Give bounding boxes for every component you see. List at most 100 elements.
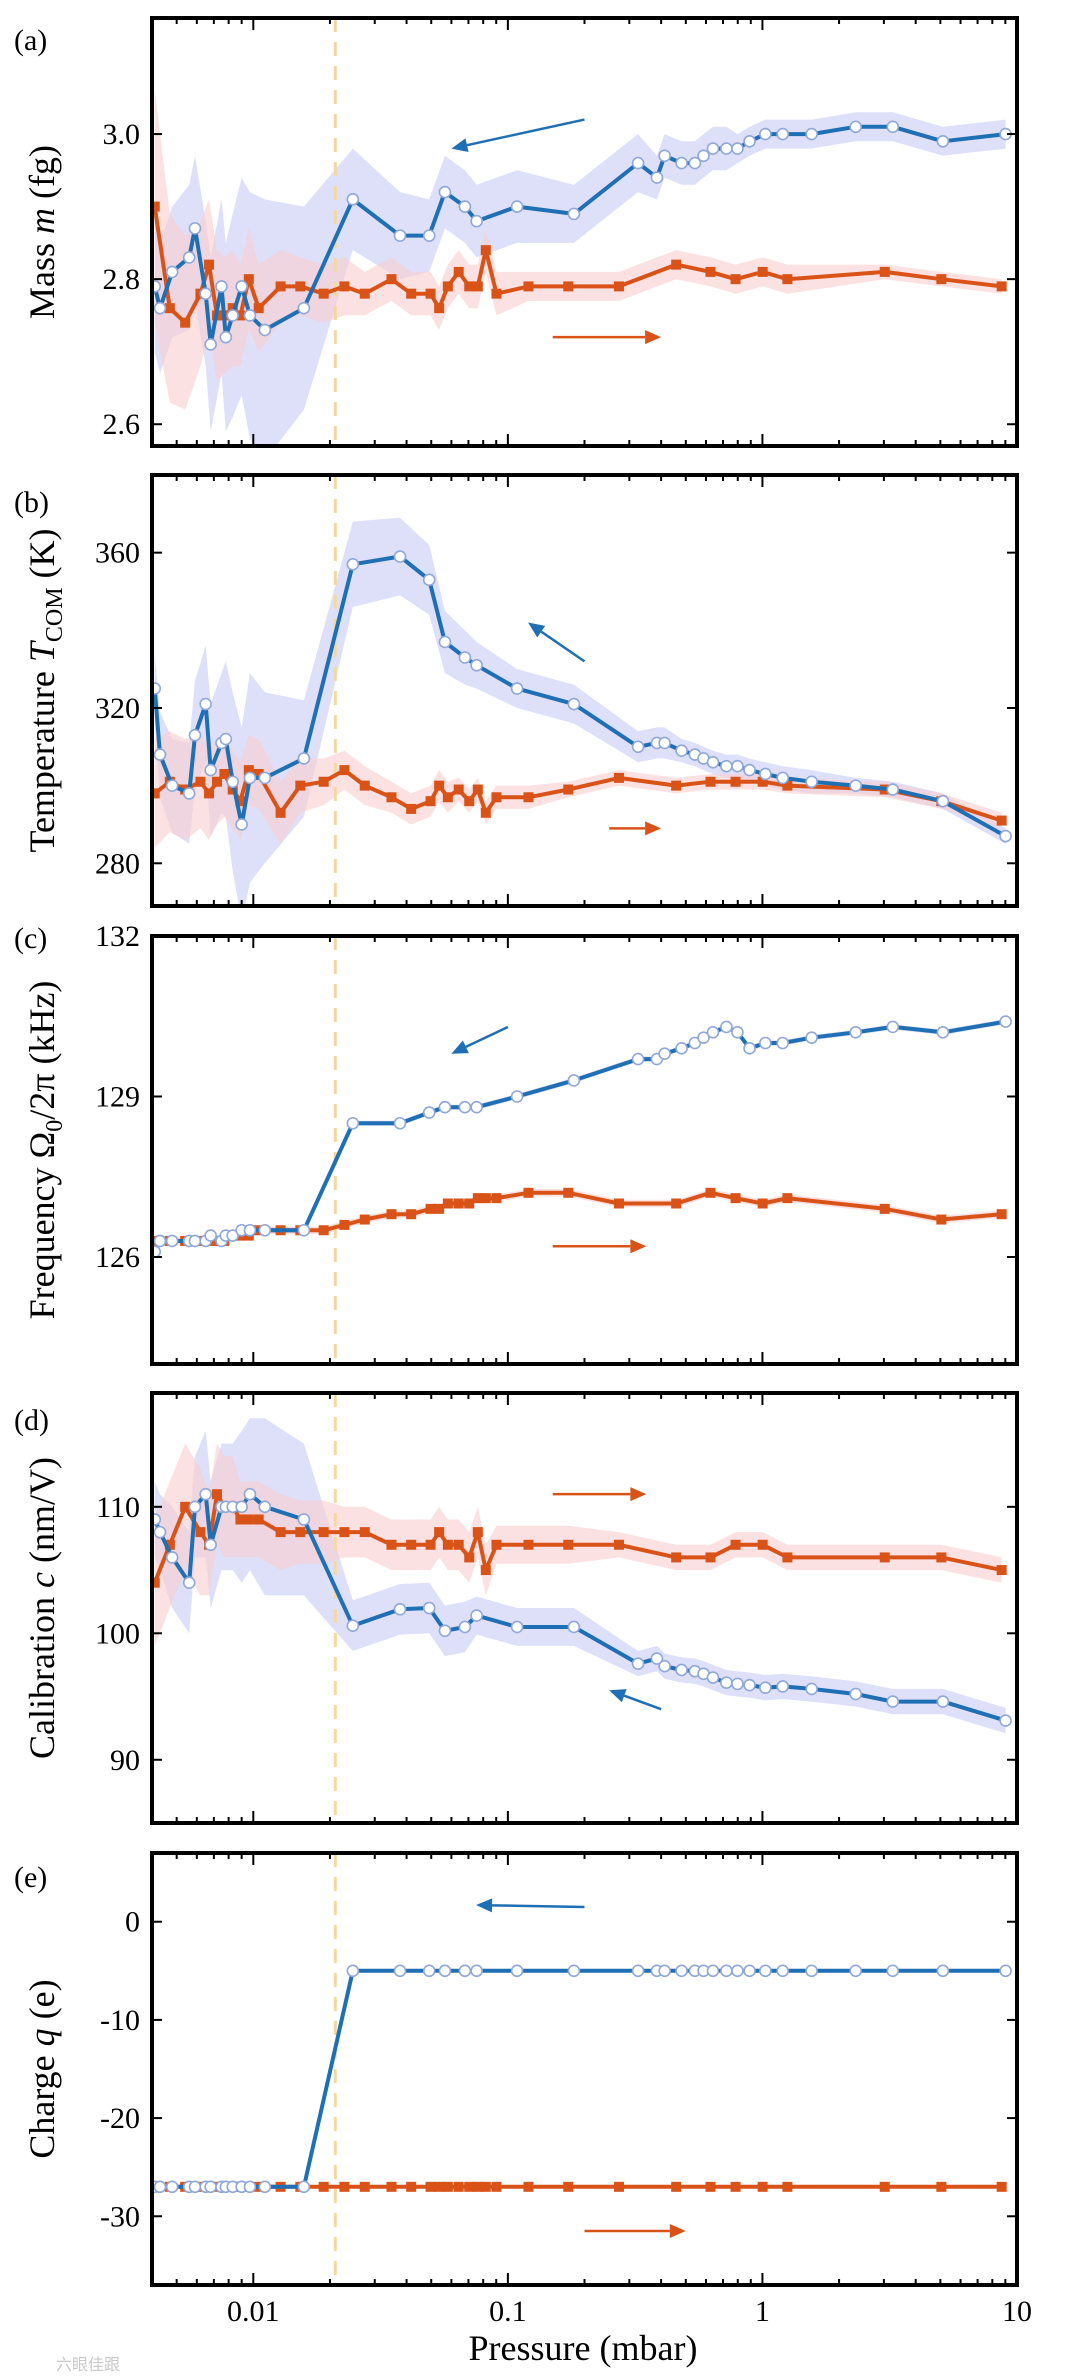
data-point-blue <box>235 818 248 831</box>
direction-arrow-head-blue <box>451 138 469 153</box>
data-point-blue <box>759 1964 772 1978</box>
data-point-blue <box>759 127 772 141</box>
data-point-orange <box>339 765 350 776</box>
direction-arrow-shaft-blue <box>540 630 586 663</box>
data-point-orange <box>295 281 306 292</box>
x-tick-label: 0.1 <box>489 2295 527 2328</box>
data-point-orange <box>480 245 491 256</box>
direction-arrow-head-orange <box>645 821 662 836</box>
data-point-blue <box>759 1036 772 1050</box>
data-point-blue <box>258 2180 272 2194</box>
data-point-blue <box>182 1576 196 1590</box>
data-point-blue <box>759 1681 772 1694</box>
data-point-orange <box>359 1214 370 1225</box>
data-point-blue <box>706 1964 720 1978</box>
data-point-orange <box>472 1527 483 1538</box>
panels-layer: 2.6 2.8 3.0 Mass m (fg) (a) 280 320 360 Temperat… <box>14 16 1032 2328</box>
data-point-orange <box>295 1527 306 1538</box>
data-point-orange <box>491 1539 502 1550</box>
data-point-blue <box>658 149 671 163</box>
plot-area <box>152 936 1012 1364</box>
data-point-blue <box>999 1964 1012 1978</box>
data-point-orange <box>253 768 264 779</box>
data-point-blue <box>470 1964 483 1978</box>
data-point-blue <box>226 1229 240 1242</box>
data-point-blue <box>470 1100 483 1114</box>
data-point-blue <box>393 1116 407 1130</box>
data-point-blue <box>165 2180 179 2194</box>
x-tick-label: 0.01 <box>227 2295 280 2328</box>
data-point-orange <box>464 1552 475 1563</box>
data-point-blue <box>849 1687 862 1701</box>
y-tick-label: -30 <box>100 2200 140 2233</box>
data-point-orange <box>219 768 230 779</box>
data-point-orange <box>359 288 370 299</box>
y-axis-label-part: (nm/V) <box>22 1457 62 1572</box>
data-point-orange <box>318 288 329 299</box>
y-tick-label: 320 <box>95 692 140 725</box>
y-tick-label: 126 <box>95 1241 140 1274</box>
data-point-orange <box>434 2181 445 2192</box>
data-point-blue <box>936 794 950 808</box>
data-point-blue <box>658 1047 671 1060</box>
data-point-orange <box>671 1552 682 1563</box>
data-point-orange <box>386 1209 397 1220</box>
data-point-orange <box>180 317 191 328</box>
data-point-orange <box>613 2181 624 2192</box>
data-point-orange <box>406 1539 417 1550</box>
panel-frame <box>150 934 1019 1366</box>
data-point-blue <box>731 142 744 155</box>
data-point-orange <box>425 796 436 807</box>
data-point-blue <box>675 744 688 757</box>
data-point-orange <box>757 266 768 277</box>
data-point-blue <box>470 214 483 228</box>
plot-area <box>152 475 1012 906</box>
data-point-orange <box>996 2181 1007 2192</box>
data-point-orange <box>425 288 436 299</box>
data-point-orange <box>152 1577 160 1588</box>
y-axis-label: Charge q (e) <box>22 1979 62 2158</box>
data-point-orange <box>563 1539 574 1550</box>
data-point-orange <box>936 2181 947 2192</box>
data-point-blue <box>720 1020 733 1034</box>
data-point-orange <box>996 1565 1007 1576</box>
data-point-orange <box>480 1565 491 1576</box>
y-tick-label: 2.8 <box>103 263 141 296</box>
data-point-blue <box>731 1964 744 1978</box>
data-point-orange <box>705 1187 716 1198</box>
data-point-orange <box>406 2181 417 2192</box>
direction-arrow-head-orange <box>630 1239 647 1254</box>
panel-c: 126 129 132 Frequency Ω0/2π (kHz) (c) <box>14 920 1019 1366</box>
data-point-blue <box>658 1659 671 1673</box>
data-point-blue <box>706 756 720 769</box>
data-point-blue <box>731 759 744 773</box>
y-tick-label: 280 <box>95 847 140 880</box>
y-axis-label-part: /2π (kHz) <box>22 981 62 1120</box>
data-point-blue <box>658 736 671 750</box>
data-point-blue <box>631 1052 645 1066</box>
data-point-blue <box>422 573 436 587</box>
uncertainty-band-orange <box>154 731 1002 848</box>
data-point-orange <box>386 274 397 285</box>
data-point-orange <box>523 792 534 803</box>
data-point-blue <box>204 338 217 351</box>
y-axis-label-part: Mass <box>22 234 62 319</box>
data-point-blue <box>776 127 790 141</box>
data-point-orange <box>757 776 768 787</box>
y-axis-label-part: (e) <box>22 1979 62 2028</box>
direction-arrow-head-orange <box>645 330 662 345</box>
data-point-blue <box>243 309 257 322</box>
y-axis-label: Temperature TCOM (K) <box>22 528 68 852</box>
plot-area <box>152 1853 1012 2285</box>
data-point-blue <box>199 1487 212 1501</box>
uncertainty-band-blue <box>154 1418 1006 1734</box>
data-point-orange <box>996 281 1007 292</box>
data-point-blue <box>243 1487 257 1501</box>
data-point-orange <box>180 1501 191 1512</box>
y-axis-label-part: T <box>22 639 62 662</box>
y-axis-label-part: c <box>22 1572 62 1588</box>
data-point-blue <box>776 1964 790 1978</box>
data-point-orange <box>453 1198 464 1209</box>
data-point-blue <box>849 120 862 134</box>
data-point-orange <box>442 281 453 292</box>
